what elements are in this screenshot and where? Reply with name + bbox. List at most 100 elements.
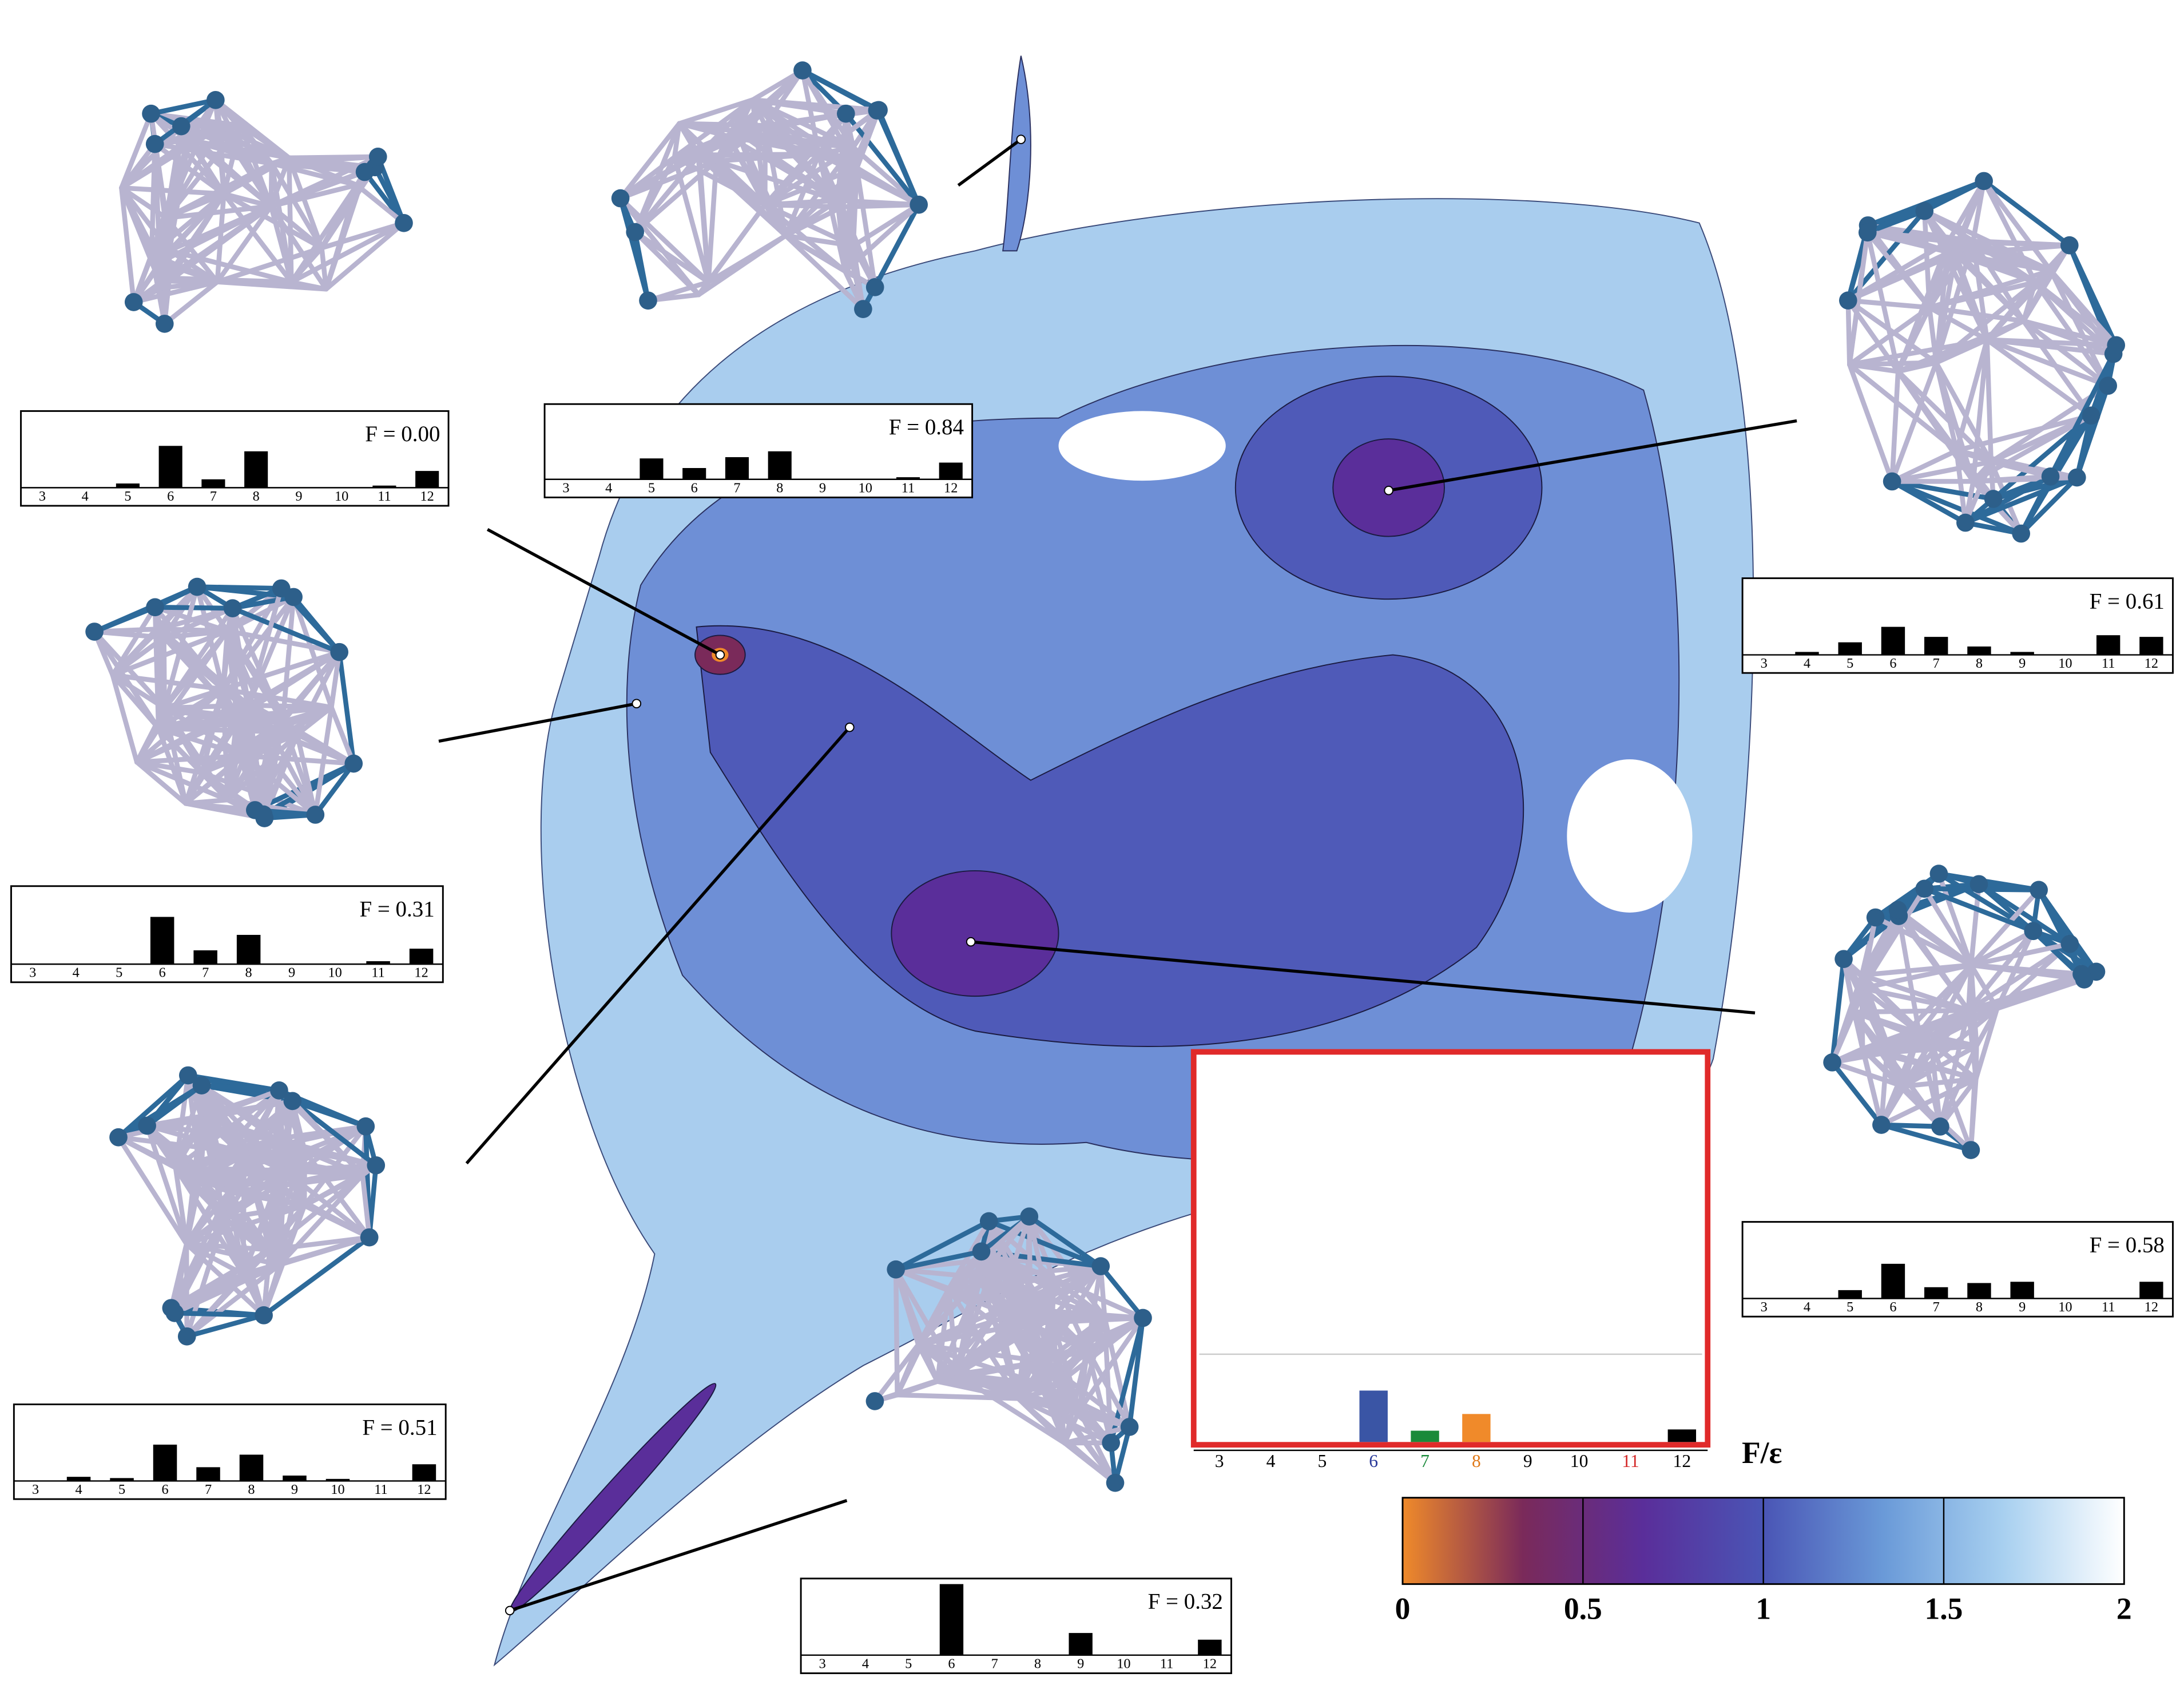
bond [1968,941,2072,968]
bond [1829,956,1847,1065]
panels: 3 4 5 6 7 8 9 10 11 12F = 0.003 4 5 6 7 8 9 10 11 12F = 0.… [10,403,2174,1674]
bond [119,141,157,191]
bond [110,605,158,678]
bond [116,1135,189,1247]
bond [152,141,162,265]
x-tick-label: 7 [1933,1299,1940,1315]
bar [1838,1290,1862,1299]
atom [611,189,630,208]
bond [872,1342,921,1404]
atom [979,1212,998,1231]
bond [221,123,244,197]
bond [161,584,200,640]
atom [344,754,363,773]
bond [843,165,860,274]
bond [854,165,877,290]
bar [1924,1287,1948,1299]
x-tick-label: 1 [1756,1592,1771,1626]
bar [196,1467,220,1481]
bond [672,97,755,160]
x-tick-label: 4 [75,1482,82,1497]
bond [92,629,161,731]
x-tick-label: 11 [902,480,915,495]
atom [255,1306,273,1325]
bond [893,1249,984,1272]
bond [1895,305,1932,374]
bar [150,917,174,965]
bond [157,260,165,291]
atom [626,223,645,241]
bar [2096,635,2121,655]
bond [1859,962,1974,991]
bond [202,1116,279,1189]
x-tick-label: 7 [205,1482,212,1497]
bond [164,97,219,221]
bond [287,155,359,188]
panel-title: F = 0.51 [362,1415,437,1440]
bar [415,471,439,488]
bar [2010,652,2034,655]
bond [152,605,167,711]
bond [1968,962,1979,1081]
point [1384,485,1393,495]
bond [2021,318,2111,388]
atom [172,117,190,136]
leader-line [486,528,721,656]
x-tick-label: 8 [248,1482,255,1497]
bond [280,594,296,724]
atom [155,315,174,333]
bond [1922,886,2036,934]
atom [865,278,884,296]
x-tick-label: 11 [1160,1656,1173,1671]
bond [2021,268,2054,324]
x-tick-label: 11 [378,489,391,504]
x-tick-label: 6 [1369,1451,1378,1471]
bond [234,704,334,720]
bond [840,108,881,209]
bond [1900,1076,1979,1089]
leader-line [509,1499,848,1612]
bond [1927,179,1987,310]
leader-line [1388,419,1797,492]
atom [1888,901,1907,919]
bond [1928,1008,1971,1045]
leader-line [438,702,637,743]
bond [230,605,240,720]
bond [2048,268,2111,388]
bar [116,483,140,488]
atom [85,623,104,641]
bond [1049,1263,1103,1321]
atom [2030,881,2048,899]
atom [1984,490,2003,508]
bond [241,1235,372,1277]
atom [109,1128,128,1147]
bond [632,158,719,235]
x-tick-label: 9 [295,489,302,504]
bond [946,1286,959,1377]
x-tick-label: 3 [1761,656,1768,671]
bond [198,1176,246,1277]
bond [241,1150,247,1277]
point [845,722,855,732]
bond [134,705,167,765]
bond [1963,459,1994,525]
bond [916,1342,1043,1386]
bar [2139,637,2163,655]
x-tick-label: 7 [733,480,740,495]
x-tick-label: 9 [1523,1451,1532,1471]
bond [946,1286,1033,1313]
bond [1847,362,1901,374]
atom [1106,1473,1125,1492]
atom [2012,524,2031,543]
atom [639,291,657,310]
bond [1829,1060,1884,1128]
bar [412,1464,436,1481]
bar [1069,1633,1093,1655]
bar [193,950,217,965]
bond [1971,238,2026,324]
atom [270,1081,288,1100]
x-tick-label: 3 [32,1482,39,1497]
bond [268,204,324,251]
bond [225,753,247,803]
bond [1113,1424,1132,1485]
